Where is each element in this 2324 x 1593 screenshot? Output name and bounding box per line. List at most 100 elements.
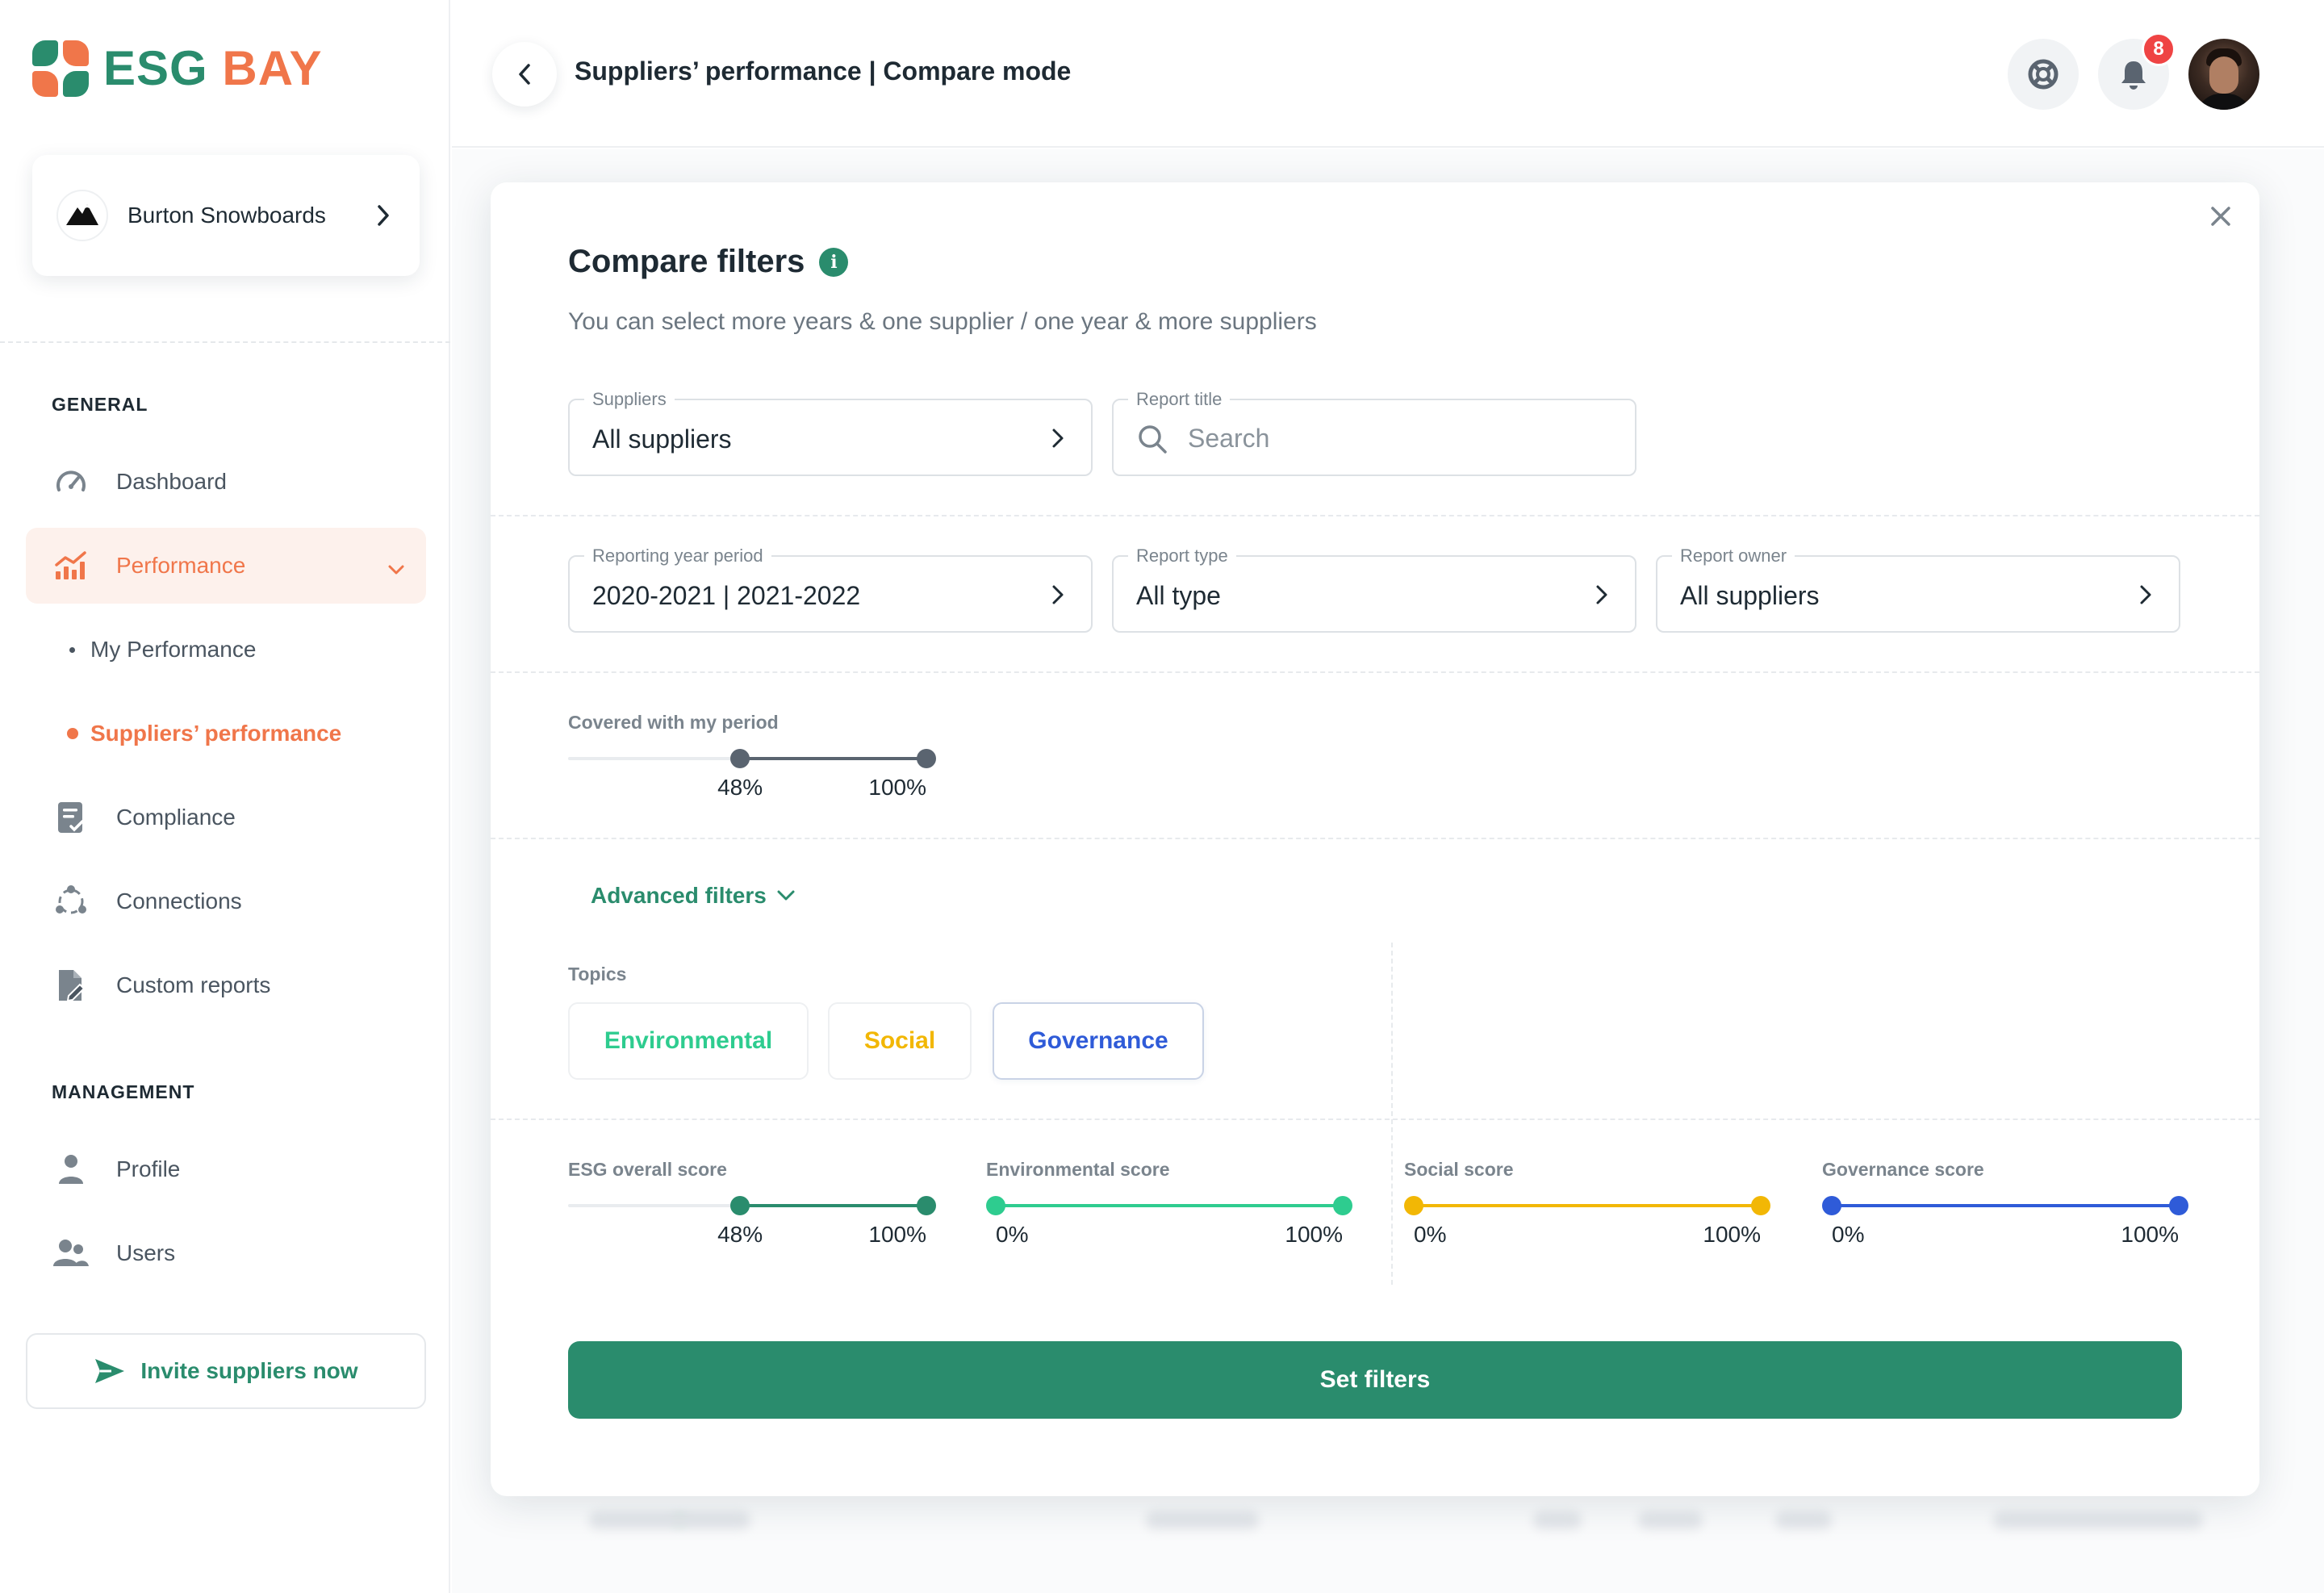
general-heading: GENERAL xyxy=(52,394,148,415)
avatar[interactable] xyxy=(2188,39,2259,110)
topics-label: Topics xyxy=(568,964,627,985)
lifebuoy-icon xyxy=(2028,59,2059,90)
sidebar: ESG BAY Burton Snowboards GENERAL Dashbo… xyxy=(0,0,450,1593)
sidebar-item-label: Suppliers’ performance xyxy=(90,721,342,746)
governance-min-value: 0% xyxy=(1832,1222,1865,1247)
coverage-max-handle[interactable] xyxy=(917,749,936,768)
coverage-range-slider[interactable]: 48% 100% xyxy=(568,749,936,800)
top-header: Suppliers’ performance | Compare mode 8 xyxy=(452,0,2324,148)
sidebar-divider xyxy=(0,341,450,343)
search-icon xyxy=(1139,425,1167,454)
organization-switcher[interactable]: Burton Snowboards xyxy=(32,155,420,276)
notification-badge: 8 xyxy=(2142,32,2176,66)
governance-score-range-slider[interactable]: 0% 100% xyxy=(1822,1196,2188,1247)
chevron-down-icon xyxy=(387,555,405,581)
page-title: Suppliers’ performance | Compare mode xyxy=(575,56,1072,86)
esg-min-value: 48% xyxy=(717,1222,763,1247)
environmental-min-value: 0% xyxy=(996,1222,1029,1247)
sidebar-item-custom-reports[interactable]: Custom reports xyxy=(26,947,426,1023)
report-type-select[interactable]: Report type All type xyxy=(1112,546,1636,633)
reporting-year-period-select[interactable]: Reporting year period 2020-2021 | 2021-2… xyxy=(568,546,1093,633)
topic-chip-environmental[interactable]: Environmental xyxy=(568,1002,809,1080)
sidebar-item-compliance[interactable]: Compliance xyxy=(26,780,426,855)
sidebar-item-profile[interactable]: Profile xyxy=(26,1131,426,1207)
section-divider xyxy=(491,671,2259,673)
environmental-min-handle[interactable] xyxy=(986,1196,1005,1215)
sidebar-item-users[interactable]: Users xyxy=(26,1215,426,1291)
close-button[interactable] xyxy=(2198,194,2243,239)
sidebar-item-connections[interactable]: Connections xyxy=(26,863,426,939)
gauge-icon xyxy=(53,464,89,500)
sidebar-item-label: Compliance xyxy=(116,805,236,830)
chevron-right-icon xyxy=(1590,583,1614,607)
sidebar-item-dashboard[interactable]: Dashboard xyxy=(26,444,426,520)
modal-title: Compare filters i xyxy=(568,244,849,280)
advanced-filters-toggle[interactable]: Advanced filters xyxy=(591,883,796,909)
send-icon xyxy=(95,1359,125,1383)
topic-chip-social[interactable]: Social xyxy=(828,1002,972,1080)
social-min-handle[interactable] xyxy=(1404,1196,1423,1215)
brand-name: ESG BAY xyxy=(103,41,323,95)
bell-icon xyxy=(2121,61,2146,90)
report-title-search-input[interactable] xyxy=(1188,420,1511,457)
environmental-max-value: 100% xyxy=(1285,1222,1343,1247)
esg-max-handle[interactable] xyxy=(917,1196,936,1215)
section-divider xyxy=(491,515,2259,516)
bullet-icon xyxy=(69,647,75,653)
chevron-right-icon xyxy=(1046,583,1070,607)
environmental-max-handle[interactable] xyxy=(1333,1196,1352,1215)
governance-max-value: 100% xyxy=(2121,1222,2179,1247)
sidebar-subitem-my-performance[interactable]: My Performance xyxy=(26,617,426,682)
sidebar-item-label: Connections xyxy=(116,888,242,914)
compare-filters-modal: Compare filters i You can select more ye… xyxy=(491,182,2259,1496)
edit-document-icon xyxy=(53,968,89,1003)
users-icon xyxy=(53,1236,89,1271)
sidebar-item-label: Users xyxy=(116,1240,176,1265)
esg-max-value: 100% xyxy=(868,1222,926,1247)
help-button[interactable] xyxy=(2008,39,2079,110)
social-score-label: Social score xyxy=(1404,1159,1514,1180)
checklist-icon xyxy=(53,800,89,835)
section-divider xyxy=(491,1118,2259,1120)
mountain-logo-icon xyxy=(66,204,98,225)
organization-name: Burton Snowboards xyxy=(127,203,326,228)
connections-icon xyxy=(53,884,89,919)
governance-score-label: Governance score xyxy=(1822,1159,1984,1180)
environmental-score-label: Environmental score xyxy=(986,1159,1170,1180)
set-filters-button[interactable]: Set filters xyxy=(568,1341,2182,1419)
esg-score-range-slider[interactable]: 48% 100% xyxy=(568,1196,936,1247)
notifications-button[interactable]: 8 xyxy=(2098,32,2176,110)
esg-score-label: ESG overall score xyxy=(568,1159,727,1180)
sidebar-item-label: Custom reports xyxy=(116,972,271,997)
sidebar-item-label: My Performance xyxy=(90,637,257,662)
sidebar-item-performance[interactable]: Performance xyxy=(26,528,426,604)
invite-suppliers-button[interactable]: Invite suppliers now xyxy=(26,1333,426,1409)
back-button[interactable] xyxy=(492,42,557,107)
esg-min-handle[interactable] xyxy=(730,1196,750,1215)
user-icon xyxy=(53,1152,89,1187)
social-score-range-slider[interactable]: 0% 100% xyxy=(1404,1196,1770,1247)
governance-min-handle[interactable] xyxy=(1822,1196,1841,1215)
coverage-label: Covered with my period xyxy=(568,712,779,733)
coverage-max-value: 100% xyxy=(868,775,926,800)
governance-max-handle[interactable] xyxy=(2169,1196,2188,1215)
report-title-field: Report title xyxy=(1112,389,1636,476)
section-divider xyxy=(491,838,2259,839)
environmental-score-range-slider[interactable]: 0% 100% xyxy=(986,1196,1352,1247)
chevron-down-icon xyxy=(777,890,795,901)
topic-chip-governance[interactable]: Governance xyxy=(993,1002,1204,1080)
brand-logo[interactable]: ESG BAY xyxy=(32,40,323,97)
logo-mark-icon xyxy=(32,40,89,97)
organization-logo xyxy=(56,190,108,241)
social-min-value: 0% xyxy=(1414,1222,1447,1247)
social-max-handle[interactable] xyxy=(1751,1196,1770,1215)
close-icon xyxy=(2211,207,2230,226)
sidebar-subitem-suppliers-performance[interactable]: Suppliers’ performance xyxy=(26,701,426,766)
modal-subtitle: You can select more years & one supplier… xyxy=(568,308,1317,335)
coverage-min-handle[interactable] xyxy=(730,749,750,768)
suppliers-select[interactable]: Suppliers All suppliers xyxy=(568,389,1093,476)
report-owner-select[interactable]: Report owner All suppliers xyxy=(1656,546,2180,633)
info-icon[interactable]: i xyxy=(819,247,849,277)
sidebar-item-label: Performance xyxy=(116,553,246,578)
bullet-icon xyxy=(67,728,78,739)
